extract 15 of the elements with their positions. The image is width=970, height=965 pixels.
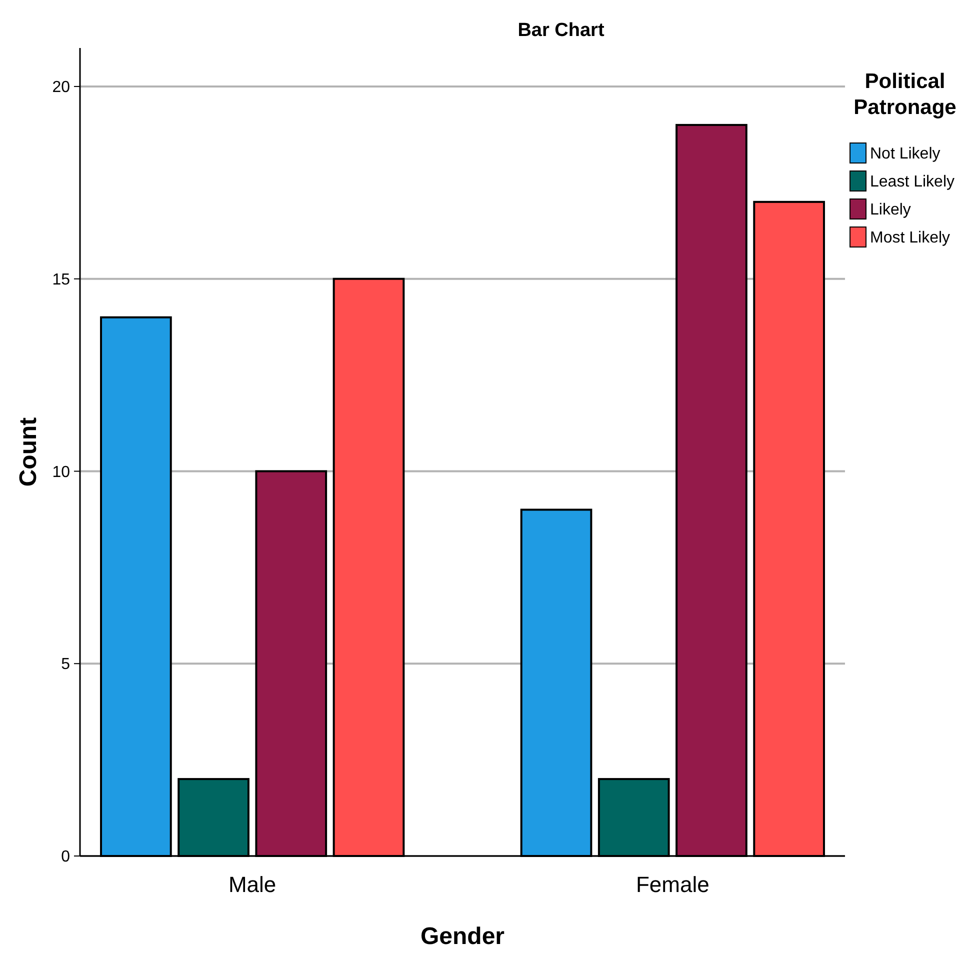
y-axis-title: Count xyxy=(15,417,42,487)
x-tick-label: Male xyxy=(228,872,276,897)
legend-label: Most Likely xyxy=(870,230,950,247)
chart-title: Bar Chart xyxy=(518,20,605,41)
x-tick-label: Female xyxy=(636,872,710,897)
y-tick-label: 15 xyxy=(52,271,70,288)
legend-label: Not Likely xyxy=(870,146,940,163)
x-axis-title: Gender xyxy=(420,923,505,950)
y-tick-label: 0 xyxy=(61,848,70,866)
legend-label: Least Likely xyxy=(870,174,954,191)
legend-label: Likely xyxy=(870,202,911,219)
y-tick-label: 10 xyxy=(52,464,70,481)
y-tick-label: 20 xyxy=(52,79,70,96)
legend-title: Political Patronage xyxy=(854,70,956,119)
y-tick-label: 5 xyxy=(61,656,70,674)
